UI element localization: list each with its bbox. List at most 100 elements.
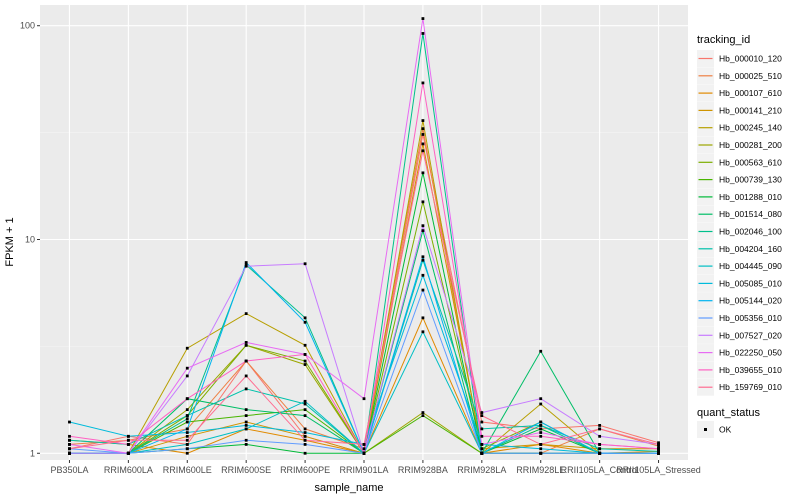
data-point-Hb_000245_140 (244, 312, 248, 316)
legend-label: Hb_159769_010 (719, 382, 782, 392)
legend-label: Hb_000739_130 (719, 175, 782, 185)
data-point-Hb_000281_200 (303, 363, 307, 366)
data-point-Hb_005356_010 (480, 451, 484, 455)
y-tick-label: 1 (30, 448, 35, 458)
legend-label: Hb_000281_200 (719, 140, 782, 150)
x-axis: PB350LA RRIM600LA RRIM600LE RRIM600SE RRIM60… (50, 460, 701, 475)
data-point-Hb_001288_010 (303, 451, 307, 455)
legend-label: Hb_000010_120 (719, 54, 782, 64)
legend: tracking_id Hb_000010_120 Hb_000025_510 Hb… (697, 34, 782, 438)
data-point-Hb_159769_010 (657, 443, 660, 446)
data-point-Hb_005356_010 (421, 288, 425, 292)
data-point-Hb_000141_210 (244, 420, 248, 424)
data-point-Hb_022250_050 (480, 443, 484, 446)
data-point-Hb_004204_160 (244, 387, 248, 391)
data-point-Hb_000141_210 (185, 434, 189, 438)
data-point-Hb_004445_090 (185, 443, 189, 446)
data-point-Hb_039655_010 (539, 434, 543, 438)
data-point-Hb_000025_510 (657, 444, 660, 448)
data-point-Hb_000010_120 (421, 133, 425, 136)
legend-label: Hb_000245_140 (719, 123, 782, 133)
legend-label: Hb_002046_100 (719, 227, 782, 237)
data-point-Hb_000025_510 (303, 427, 307, 431)
data-point-Hb_039655_010 (68, 434, 71, 438)
data-point-Hb_000245_140 (539, 402, 543, 406)
data-point-Hb_000245_140 (185, 346, 189, 350)
legend-label: Hb_001288_010 (719, 192, 782, 202)
x-tick-label: RRII105LA_Control (561, 465, 639, 475)
data-point-Hb_005356_010 (185, 447, 189, 451)
y-axis-title: FPKM + 1 (4, 217, 16, 266)
legend-label: Hb_000563_610 (719, 157, 782, 167)
data-point-Hb_000141_210 (303, 434, 307, 438)
data-point-Hb_005144_020 (185, 427, 189, 431)
data-point-Hb_004204_160 (480, 427, 484, 431)
data-point-Hb_000107_610 (185, 451, 189, 455)
x-tick-label: RRIM928BA (398, 465, 448, 475)
data-point-Hb_039655_010 (480, 434, 484, 438)
data-point-Hb_159769_010 (68, 447, 71, 451)
data-point-Hb_005085_010 (244, 424, 248, 427)
data-point-Hb_000107_610 (421, 316, 425, 320)
data-point-Hb_159769_010 (303, 438, 307, 442)
legend-label: Hb_005356_010 (719, 313, 782, 323)
x-tick-label: RRIM600PE (280, 465, 330, 475)
x-tick-label: RRIM600SE (221, 465, 271, 475)
data-point-Hb_039655_010 (244, 359, 248, 363)
data-point-Hb_159769_010 (185, 438, 189, 442)
data-point-Hb_022250_050 (244, 341, 248, 344)
data-point-Hb_000245_140 (421, 119, 425, 122)
plot-panel (40, 5, 688, 460)
data-point-Hb_022250_050 (185, 366, 189, 370)
x-tick-label: PB350LA (50, 465, 88, 475)
data-point-Hb_159769_010 (362, 443, 366, 446)
x-axis-title: sample_name (314, 482, 383, 494)
data-point-Hb_004204_160 (657, 450, 660, 453)
data-point-Hb_004204_160 (539, 424, 543, 427)
data-point-Hb_022250_050 (362, 397, 366, 401)
data-point-Hb_000245_140 (303, 343, 307, 347)
data-point-Hb_004445_090 (303, 399, 307, 403)
data-point-Hb_000010_120 (480, 420, 484, 424)
data-point-Hb_005144_020 (303, 320, 307, 324)
legend-items: Hb_000010_120 Hb_000025_510 Hb_000107_610 H… (697, 50, 782, 396)
data-point-Hb_001288_010 (539, 427, 543, 431)
data-point-Hb_022250_050 (421, 17, 425, 20)
data-point-Hb_000010_120 (657, 441, 660, 445)
data-point-Hb_001514_080 (244, 408, 248, 412)
data-point-Hb_000563_610 (244, 343, 248, 347)
data-point-Hb_039655_010 (598, 443, 602, 446)
legend-label: Hb_000025_510 (719, 71, 782, 81)
data-point-Hb_159769_010 (244, 374, 248, 378)
data-point-Hb_159769_010 (480, 414, 484, 418)
data-point-Hb_001514_080 (421, 229, 425, 233)
data-point-Hb_005356_010 (598, 451, 602, 455)
data-point-Hb_004204_160 (185, 414, 189, 418)
legend-label: Hb_001514_080 (719, 209, 782, 219)
legend-title: tracking_id (697, 34, 750, 46)
x-tick-label: RRIM928LE (516, 465, 565, 475)
data-point-Hb_039655_010 (362, 451, 366, 455)
data-point-Hb_005144_020 (244, 261, 248, 264)
data-point-Hb_159769_010 (598, 427, 602, 431)
data-point-Hb_000739_130 (244, 414, 248, 418)
legend-shape-items: OK (697, 421, 732, 438)
x-tick-label: RRII105LA_Stressed (616, 465, 701, 475)
data-point-Hb_000563_610 (480, 447, 484, 451)
data-point-Hb_007527_020 (539, 397, 543, 401)
legend-shape-point (704, 428, 707, 431)
data-point-Hb_000739_130 (185, 420, 189, 424)
data-point-Hb_004204_160 (68, 438, 71, 442)
data-point-Hb_000281_200 (421, 411, 425, 414)
data-point-Hb_005356_010 (244, 438, 248, 442)
data-point-Hb_007527_020 (421, 224, 425, 228)
legend-label: Hb_005085_010 (719, 278, 782, 288)
data-point-Hb_005085_010 (68, 420, 71, 424)
x-tick-label: RRIM901LA (339, 465, 388, 475)
y-axis: 1 10 100 (20, 21, 40, 458)
y-tick-label: 10 (25, 234, 35, 244)
data-point-Hb_039655_010 (303, 353, 307, 356)
data-point-Hb_005356_010 (303, 443, 307, 446)
legend-label: Hb_039655_010 (719, 365, 782, 375)
